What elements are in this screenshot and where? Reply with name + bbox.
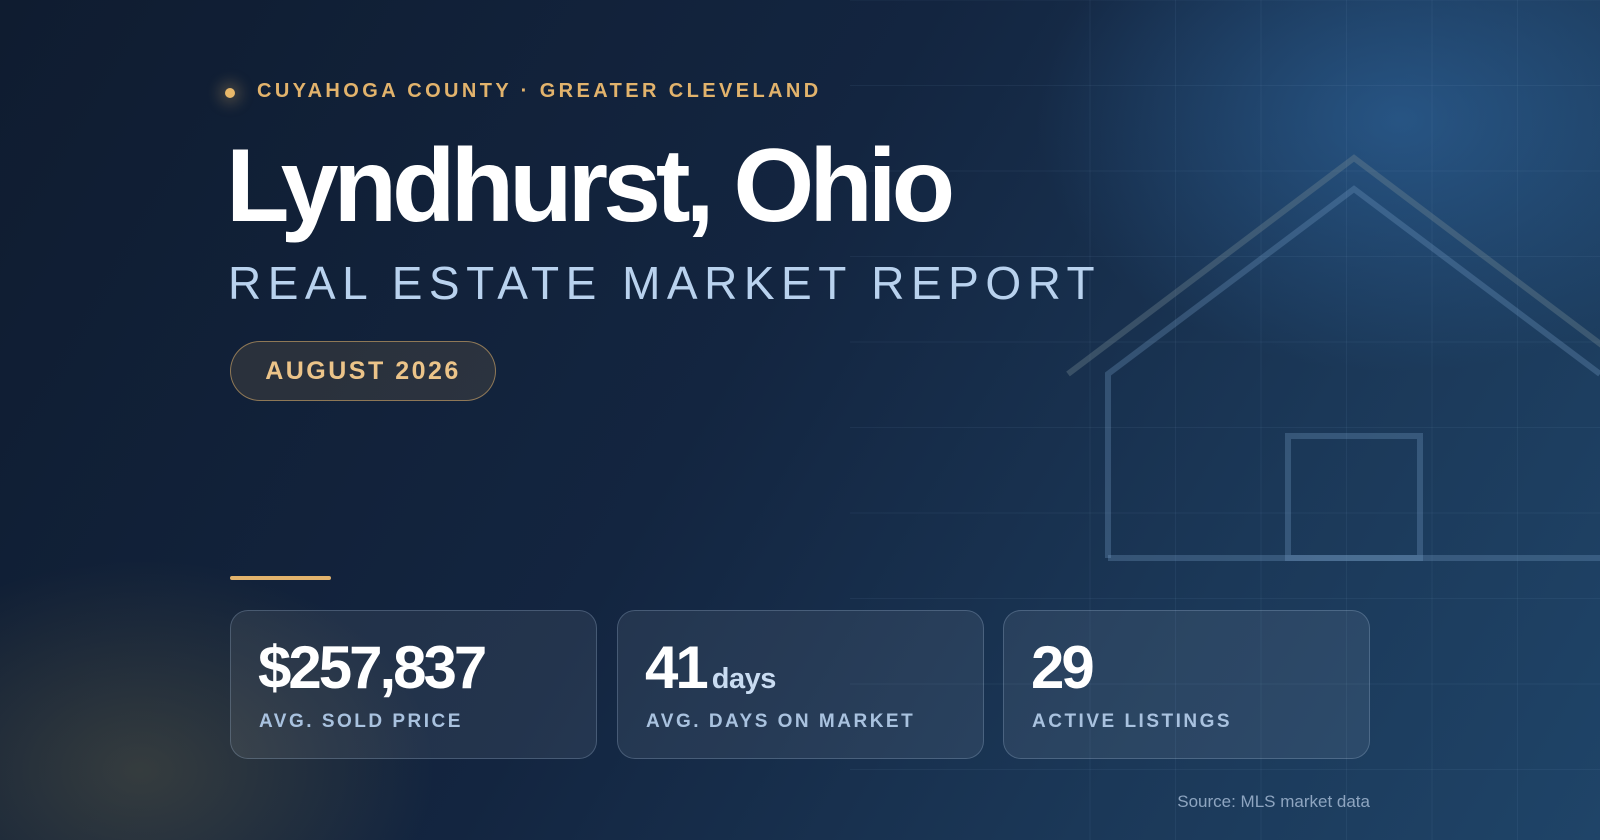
eyebrow: CUYAHOGA COUNTY · GREATER CLEVELAND	[257, 80, 822, 102]
stat-label: AVG. SOLD PRICE	[259, 711, 463, 732]
stat-value: 41 days	[645, 633, 776, 702]
stat-number: 29	[1031, 634, 1095, 701]
date-badge: AUGUST 2026	[230, 341, 496, 401]
stat-label: AVG. DAYS ON MARKET	[646, 711, 916, 732]
stat-card: 29 ACTIVE LISTINGS	[1003, 610, 1370, 759]
title: Lyndhurst, Ohio	[226, 128, 955, 244]
stat-value: 29	[1031, 633, 1095, 702]
accent-rule	[230, 576, 331, 580]
stat-number: 41	[645, 634, 709, 701]
eyebrow-dot	[225, 88, 235, 98]
subtitle: REAL ESTATE MARKET REPORT	[228, 257, 1102, 309]
stat-value: $257,837	[258, 633, 487, 702]
source: Source: MLS market data	[1177, 792, 1370, 811]
stat-card: $257,837 AVG. SOLD PRICE	[230, 610, 597, 759]
stat-label: ACTIVE LISTINGS	[1032, 711, 1233, 732]
stat-number: $257,837	[258, 634, 487, 701]
stat-card: 41 days AVG. DAYS ON MARKET	[617, 610, 984, 759]
stat-unit: days	[711, 663, 777, 695]
